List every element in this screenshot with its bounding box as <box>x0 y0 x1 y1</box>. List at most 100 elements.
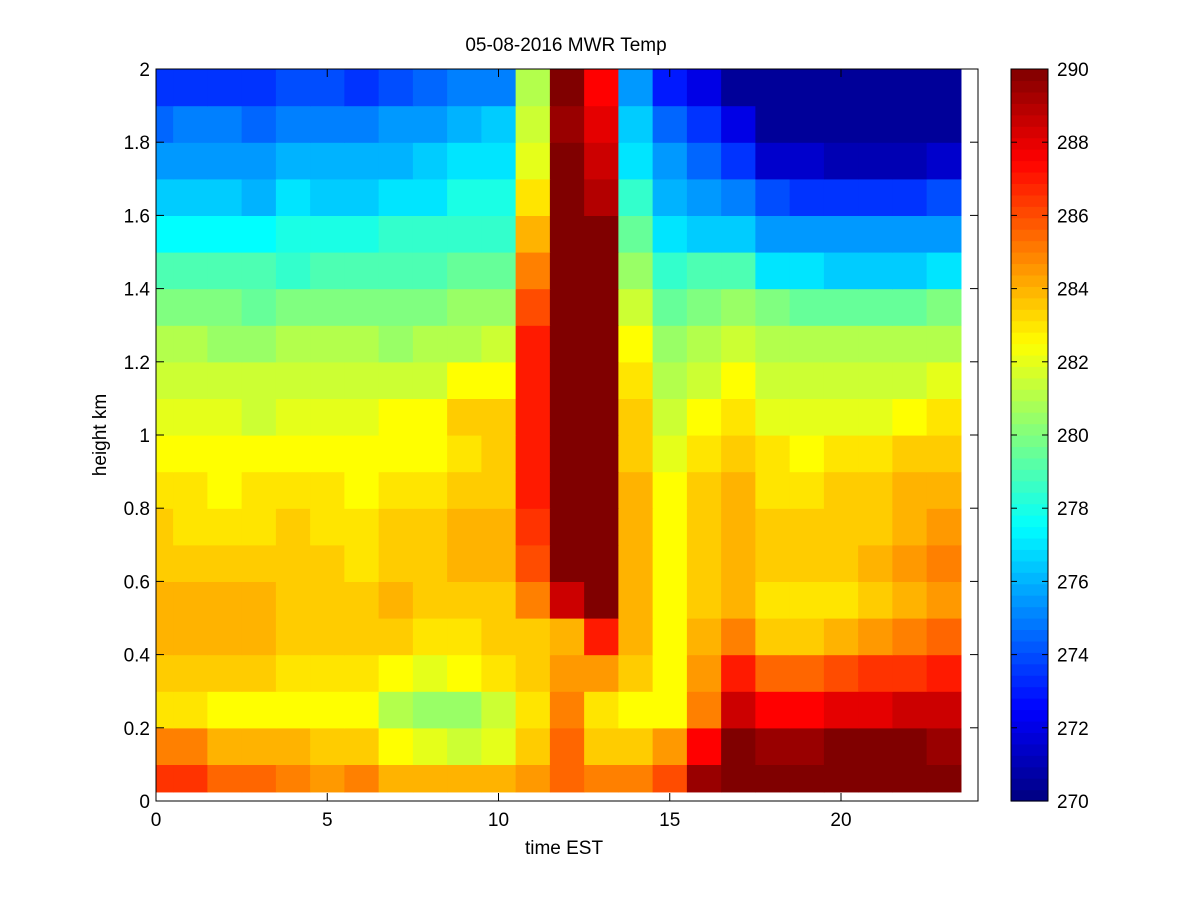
heatmap-cell <box>584 508 619 546</box>
heatmap-cell <box>584 325 619 363</box>
heatmap-cell <box>412 544 448 582</box>
heatmap-cell <box>549 361 585 399</box>
heatmap-cell <box>686 544 722 582</box>
heatmap-cell <box>823 654 859 692</box>
heatmap-cell <box>892 215 928 253</box>
heatmap-cell <box>721 691 756 729</box>
heatmap-cell <box>207 691 243 729</box>
heatmap-cell <box>858 105 893 143</box>
heatmap-cell <box>344 105 380 143</box>
colorbar: 270 272 274 276 278 280 282 284 286 288 290 <box>1010 60 1089 813</box>
heatmap-cell <box>241 215 277 253</box>
heatmap-cell <box>241 727 277 765</box>
heatmap-cell <box>515 215 551 253</box>
heatmap-cell <box>447 142 482 180</box>
heatmap-cell <box>823 618 859 656</box>
heatmap-cell <box>926 618 962 656</box>
heatmap-cell <box>447 471 482 509</box>
colorbar-segment <box>1011 743 1048 756</box>
heatmap-cell <box>447 105 482 143</box>
x-axis-label: time EST <box>525 838 604 859</box>
heatmap-cell <box>755 618 791 656</box>
colorbar-segment <box>1011 366 1048 379</box>
heatmap-cell <box>892 325 928 363</box>
heatmap-cell <box>275 288 311 326</box>
heatmap-cell <box>858 178 893 216</box>
heatmap-cell <box>481 471 517 509</box>
heatmap-cell <box>686 508 722 546</box>
heatmap-cell <box>412 398 448 436</box>
heatmap-cell <box>721 435 756 473</box>
heatmap-cell <box>412 178 448 216</box>
heatmap-cell <box>686 471 722 509</box>
heatmap-cell <box>652 142 688 180</box>
heatmap-cell <box>156 398 174 436</box>
heatmap-cell <box>892 508 928 546</box>
heatmap-cell <box>755 654 791 692</box>
heatmap-cell <box>173 69 208 107</box>
heatmap-cell <box>789 105 825 143</box>
heatmap-cell <box>892 435 928 473</box>
heatmap-cell <box>686 288 722 326</box>
heatmap-cell <box>926 252 962 290</box>
heatmap-cell <box>275 764 311 793</box>
colorbar-segment <box>1011 583 1048 596</box>
heatmap-cell <box>481 288 517 326</box>
heatmap-cell <box>721 398 756 436</box>
heatmap-cell <box>515 618 551 656</box>
colorbar-segment <box>1011 675 1048 688</box>
heatmap-cell <box>721 215 756 253</box>
heatmap-cell <box>310 252 345 290</box>
heatmap-cell <box>173 654 208 692</box>
heatmap-cell <box>173 215 208 253</box>
heatmap-cell <box>481 435 517 473</box>
heatmap-cell <box>447 361 482 399</box>
heatmap-cell <box>858 471 893 509</box>
heatmap-cell <box>481 325 517 363</box>
heatmap-cell <box>310 361 345 399</box>
heatmap-cell <box>378 618 414 656</box>
heatmap-cell <box>823 398 859 436</box>
heatmap-cell <box>515 544 551 582</box>
heatmap-cell <box>926 325 962 363</box>
heatmap-cell <box>241 581 277 619</box>
heatmap-cell <box>481 215 517 253</box>
heatmap-cell <box>344 178 380 216</box>
heatmap-cell <box>584 727 619 765</box>
heatmap-cell <box>378 361 414 399</box>
heatmap-cell <box>549 691 585 729</box>
heatmap-cell <box>173 325 208 363</box>
heatmap-cell <box>823 435 859 473</box>
colorbar-segment <box>1011 320 1048 333</box>
colorbar-segment <box>1011 91 1048 104</box>
colorbar-segment <box>1011 137 1048 150</box>
heatmap-cell <box>156 691 174 729</box>
heatmap-cell <box>310 654 345 692</box>
heatmap-cell <box>207 325 243 363</box>
heatmap-cell <box>241 361 277 399</box>
heatmap-cell <box>618 544 654 582</box>
heatmap-cell <box>652 288 688 326</box>
heatmap-cell <box>926 435 962 473</box>
heatmap-cell <box>378 325 414 363</box>
heatmap-cell <box>156 727 174 765</box>
heatmap-cell <box>156 178 174 216</box>
heatmap-cell <box>858 544 893 582</box>
heatmap-cell <box>207 581 243 619</box>
heatmap-cell <box>275 435 311 473</box>
colorbar-segment <box>1011 766 1048 779</box>
heatmap-cell <box>755 764 791 793</box>
heatmap-cell <box>378 69 414 107</box>
heatmap-cell <box>823 252 859 290</box>
colorbar-tick-label: 282 <box>1057 353 1089 374</box>
heatmap-cell <box>173 691 208 729</box>
heatmap-cell <box>652 727 688 765</box>
heatmap-cell <box>156 252 174 290</box>
heatmap-cell <box>275 654 311 692</box>
colorbar-tick-label: 284 <box>1057 280 1089 301</box>
heatmap-cell <box>310 544 345 582</box>
heatmap-cell <box>789 142 825 180</box>
heatmap-cell <box>515 252 551 290</box>
heatmap-cell <box>823 691 859 729</box>
